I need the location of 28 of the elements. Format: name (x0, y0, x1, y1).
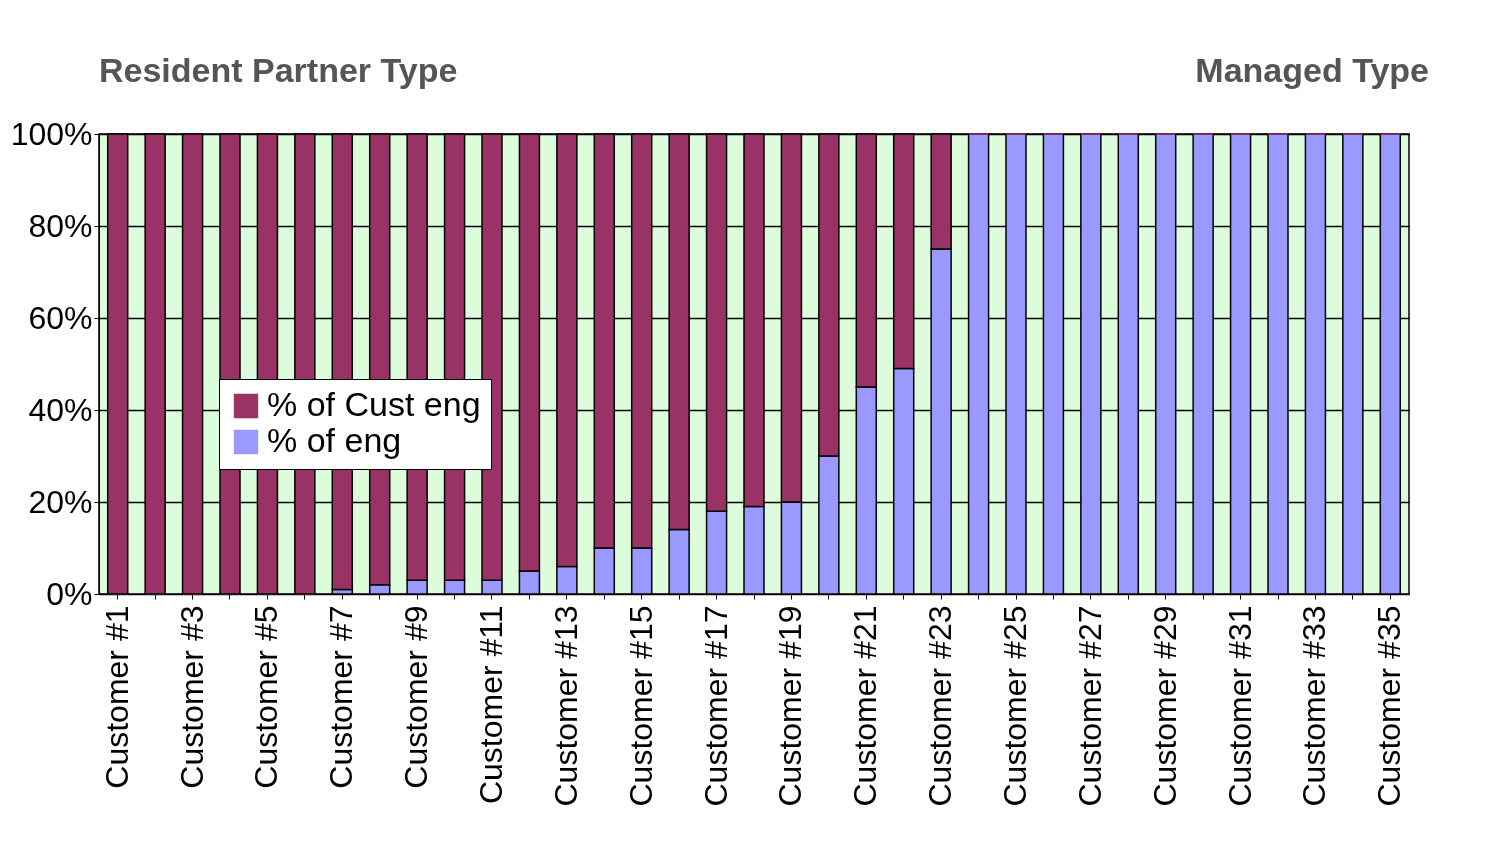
x-tick-label: Customer #19 (772, 605, 809, 807)
x-tick-label: Customer #13 (547, 605, 584, 807)
x-tick-label: Customer #31 (1221, 605, 1258, 807)
y-tick-label: 40% (28, 391, 93, 428)
legend-label: % of eng (267, 421, 402, 459)
x-tick-label: Customer #9 (398, 605, 435, 789)
x-tick-label: Customer #1 (98, 605, 135, 789)
x-tick-label: Customer #3 (173, 605, 210, 789)
y-tick-label: 80% (28, 207, 93, 244)
legend-label: % of Cust eng (267, 385, 481, 423)
y-tick-label: 0% (46, 575, 93, 612)
x-tick-label: Customer #21 (847, 605, 884, 807)
x-tick-label: Customer #11 (473, 605, 509, 805)
x-tick-label: Customer #23 (922, 605, 959, 807)
x-tick-label: Customer #35 (1371, 605, 1408, 807)
x-tick-label: Customer #15 (622, 605, 659, 807)
x-tick-label: Customer #29 (1146, 605, 1183, 807)
text: Resident Partner Type (99, 51, 458, 89)
x-tick-label: Customer #5 (248, 605, 285, 789)
x-tick-label: Customer #27 (1071, 605, 1108, 807)
x-tick-label: Customer #25 (997, 605, 1033, 807)
y-tick-label: 60% (28, 299, 93, 336)
y-tick-label: 100% (10, 115, 93, 152)
x-tick-label: Customer #17 (697, 605, 734, 807)
text: Managed Type (1195, 51, 1429, 89)
x-tick-label: Customer #7 (323, 605, 360, 789)
y-tick-label: 20% (28, 483, 93, 520)
x-tick-label: Customer #33 (1296, 605, 1333, 807)
